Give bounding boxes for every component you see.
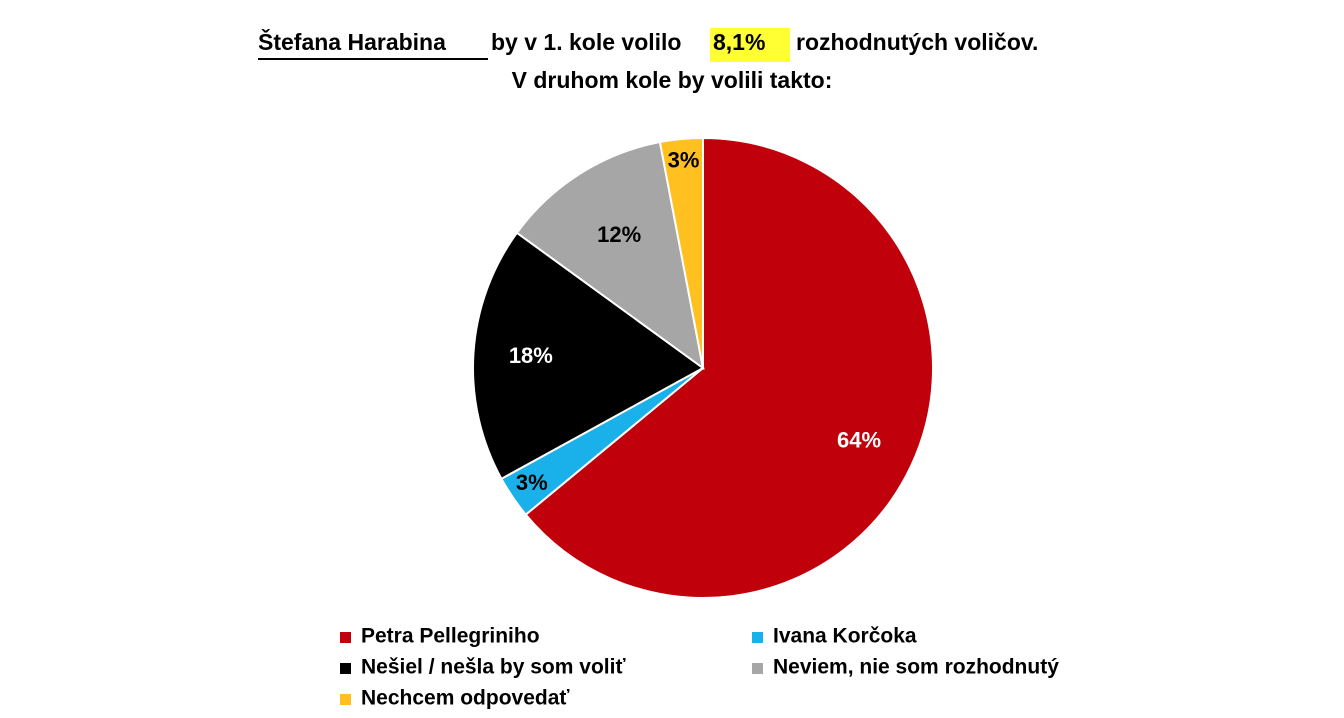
- data-label: 3%: [668, 148, 700, 173]
- title-part: Štefana Harabina: [258, 28, 446, 55]
- legend-swatch: [752, 632, 763, 643]
- data-label: 18%: [509, 343, 553, 368]
- title-part: 8,1%: [713, 29, 765, 55]
- data-label: 3%: [516, 470, 548, 495]
- legend-label: Ivana Korčoka: [773, 625, 917, 648]
- subtitle: V druhom kole by volili takto:: [512, 67, 833, 93]
- data-label: 64%: [837, 427, 881, 452]
- highlight: [710, 28, 790, 62]
- data-label: 12%: [597, 222, 641, 247]
- title-part: by v 1. kole volilo: [491, 29, 681, 55]
- legend-swatch: [752, 663, 763, 674]
- legend-label: Petra Pellegriniho: [361, 625, 540, 648]
- legend-swatch: [340, 663, 351, 674]
- pie-slice: [658, 136, 704, 369]
- legend-swatch: [340, 632, 351, 643]
- pie-slice: [472, 231, 705, 481]
- legend-label: Neviem, nie som rozhodnutý: [773, 656, 1059, 679]
- pie-slice: [524, 136, 934, 599]
- pie-slice: [515, 140, 705, 371]
- legend-swatch: [340, 694, 351, 705]
- legend-label: Nešiel / nešla by som voliť: [361, 656, 626, 679]
- title-part: rozhodnutých voličov.: [796, 29, 1038, 55]
- legend-label: Nechcem odpovedať: [361, 687, 570, 710]
